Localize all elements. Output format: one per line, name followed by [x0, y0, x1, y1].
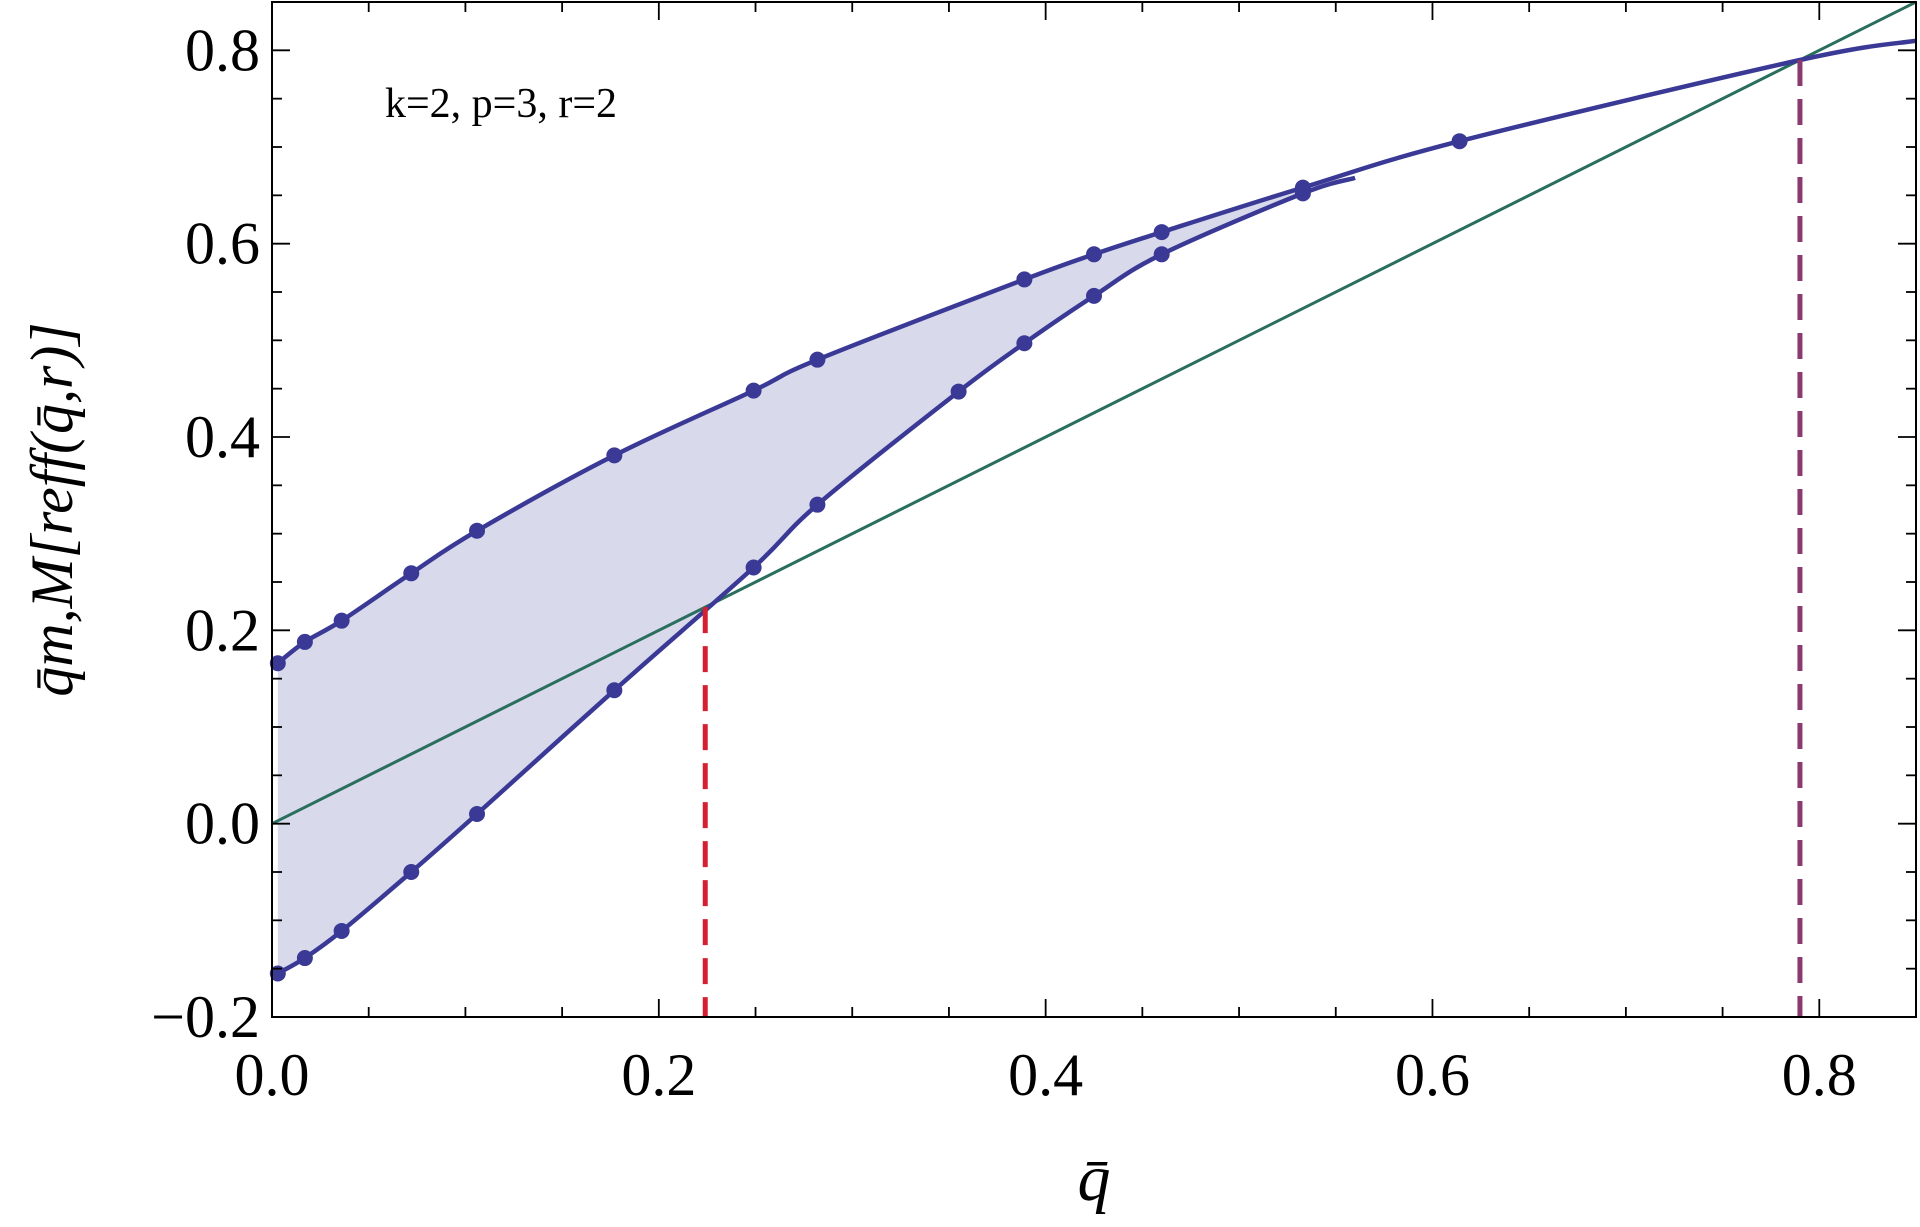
y-tick-label: 0.4: [185, 404, 260, 470]
lower-data-point: [1153, 246, 1170, 263]
lower-data-point: [1016, 335, 1033, 352]
diagonal-line: [271, 0, 1917, 826]
upper-data-point: [1086, 246, 1102, 263]
x-axis-label: q̄: [1078, 1142, 1111, 1215]
y-tick-label: −0.2: [151, 984, 260, 1050]
upper-data-point: [469, 522, 486, 539]
plot-frame: [271, 1, 1917, 1018]
y-tick-label: 0.0: [185, 791, 260, 857]
lower-data-point: [809, 496, 826, 513]
x-tick-label: 0.8: [1782, 1042, 1857, 1108]
upper-data-point: [1153, 224, 1170, 241]
upper-data-point: [1451, 133, 1468, 150]
axes: [271, 1, 1917, 1018]
lower-data-point: [606, 682, 623, 699]
lower-data-point: [745, 559, 762, 576]
y-tick-label: 0.8: [185, 17, 260, 83]
lower-data-point: [469, 806, 486, 822]
lower-data-point: [1086, 287, 1102, 304]
y-axis-label: q̄m,M[reff(q̄,r)]: [19, 322, 85, 696]
lower-data-point: [333, 922, 350, 939]
y-tick-label: 0.6: [185, 211, 260, 277]
x-tick-label: 0.4: [1008, 1042, 1083, 1108]
x-tick-label: 0.2: [621, 1042, 696, 1108]
upper-data-point: [296, 633, 313, 650]
plot-area: [269, 0, 1917, 1017]
upper-data-point: [809, 351, 826, 368]
upper-data-point: [333, 612, 350, 629]
lower-data-point: [1294, 185, 1311, 202]
lower-data-point: [950, 383, 967, 400]
upper-data-point: [745, 382, 762, 399]
lower-data-point: [296, 950, 313, 967]
lower-curve: [276, 175, 1356, 976]
labels: 0.0 0.2 0.4 0.6 0.8−0.20.00.20.40.60.8q̄q̄m,…: [19, 17, 1857, 1215]
lower-data-point: [403, 864, 420, 880]
upper-data-point: [1016, 271, 1033, 288]
upper-data-point: [269, 655, 286, 672]
x-tick-label: 0.0: [235, 1042, 310, 1108]
upper-data-point: [403, 565, 420, 582]
y-tick-label: 0.2: [185, 597, 260, 663]
x-tick-label: 0.6: [1395, 1042, 1470, 1108]
parameter-annotation: k=2, p=3, r=2: [385, 81, 617, 127]
upper-data-point: [606, 447, 623, 464]
shaded-region: [277, 177, 1356, 974]
